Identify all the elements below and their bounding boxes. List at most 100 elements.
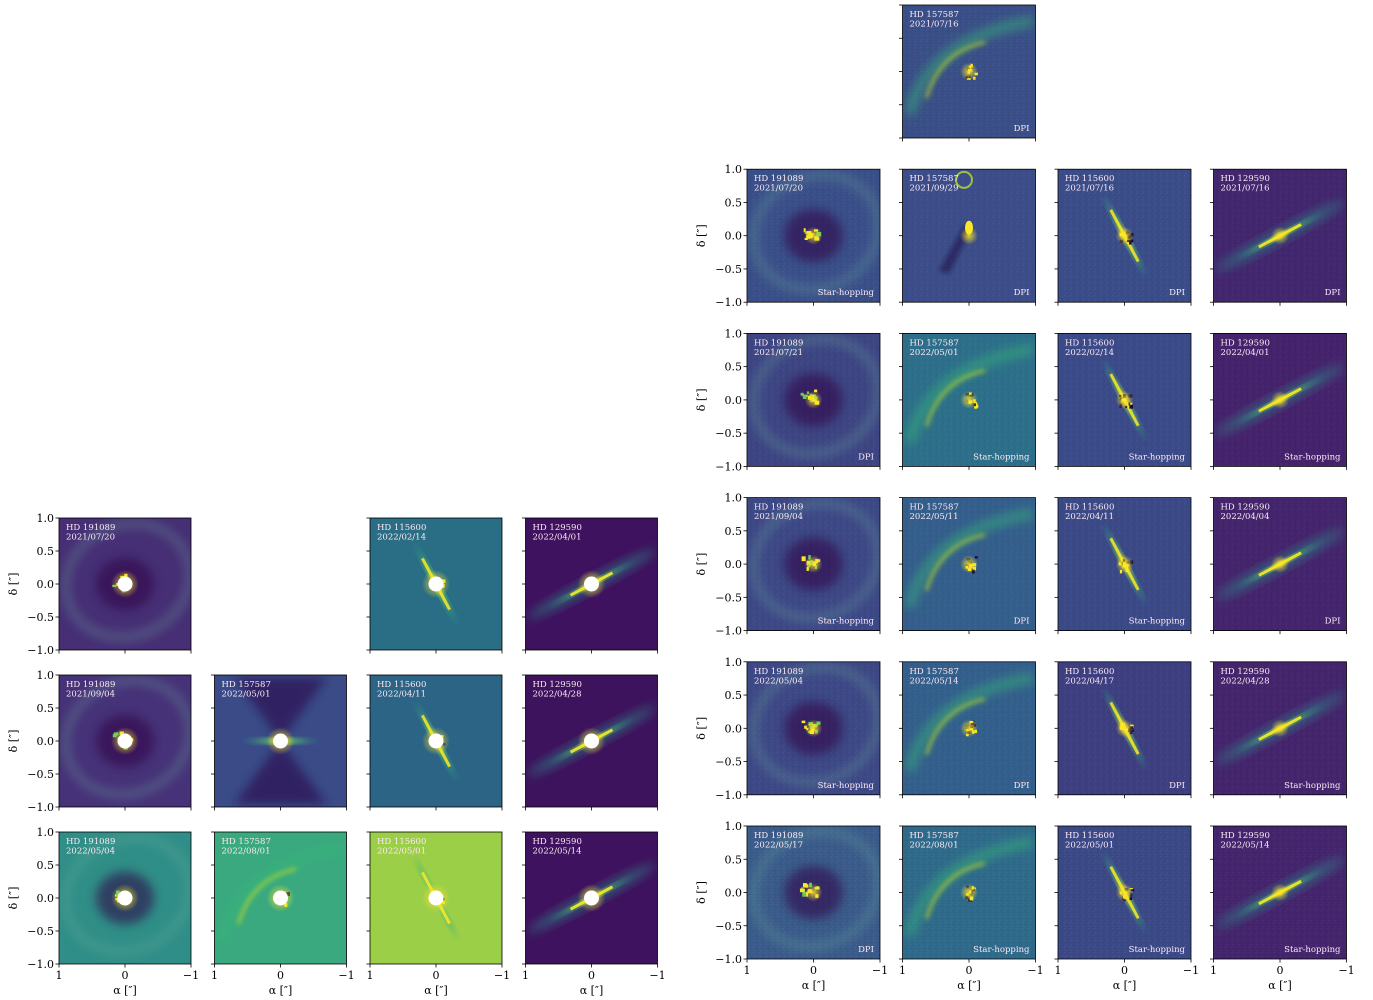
observation-date-label: 2022/08/01 xyxy=(910,841,959,851)
panel-image xyxy=(1213,333,1347,467)
coronagraph-mask xyxy=(584,576,599,592)
star-name-label: HD 191089 xyxy=(66,837,115,847)
observation-date-label: 2022/05/17 xyxy=(754,841,803,851)
star-name-label: HD 129590 xyxy=(1221,338,1270,348)
y-tick-label: 1.0 xyxy=(725,820,743,833)
observation-date-label: 2022/02/14 xyxy=(377,533,426,543)
star-glow xyxy=(804,883,823,902)
star-name-label: HD 157587 xyxy=(910,174,959,184)
panel-image xyxy=(214,675,347,807)
observing-mode-label: Star-hopping xyxy=(1284,452,1341,462)
panel-image xyxy=(902,333,1036,467)
coronagraph-mask xyxy=(584,890,599,906)
x-tick-label: −1 xyxy=(649,969,665,982)
coronagraph-mask xyxy=(273,733,288,749)
y-tick-label: −0.5 xyxy=(715,263,742,276)
x-axis-label: α [″] xyxy=(580,984,604,997)
star-glow xyxy=(1115,390,1134,409)
x-tick-label: −1 xyxy=(872,964,888,977)
x-tick-label: 0 xyxy=(1121,964,1128,977)
observation-date-label: 2022/05/14 xyxy=(1221,841,1270,851)
panel-image xyxy=(747,333,880,467)
x-axis-label: α [″] xyxy=(957,979,981,992)
panel-image xyxy=(1058,826,1191,959)
star-name-label: HD 157587 xyxy=(910,338,959,348)
observation-date-label: 2022/04/01 xyxy=(533,533,582,543)
y-tick-label: 1.0 xyxy=(37,512,55,525)
y-axis-label: δ [″] xyxy=(7,730,20,753)
star-name-label: HD 129590 xyxy=(533,837,582,847)
coronagraph-mask xyxy=(428,890,444,906)
panel-image xyxy=(525,832,658,964)
observation-date-label: 2022/04/04 xyxy=(1221,512,1270,522)
y-tick-label: 0.5 xyxy=(725,525,743,538)
y-tick-label: 0.5 xyxy=(725,196,743,209)
star-name-label: HD 115600 xyxy=(1065,174,1114,184)
panel-image xyxy=(370,832,502,964)
star-name-label: HD 191089 xyxy=(754,667,803,677)
panel-image xyxy=(902,169,1036,303)
x-tick-label: −1 xyxy=(338,969,354,982)
y-tick-label: 0.5 xyxy=(37,859,55,872)
observation-date-label: 2022/05/01 xyxy=(1065,841,1114,851)
panel-image xyxy=(370,675,502,807)
y-axis-label: δ [″] xyxy=(695,388,708,411)
panel-image xyxy=(59,675,191,807)
x-tick-label: 1 xyxy=(522,969,529,982)
star-name-label: HD 157587 xyxy=(222,680,271,690)
star-glow xyxy=(1271,883,1289,902)
star-name-label: HD 129590 xyxy=(1221,831,1270,841)
star-glow xyxy=(1115,719,1134,738)
y-tick-label: 0.0 xyxy=(37,735,55,748)
star-glow xyxy=(960,390,978,409)
star-name-label: HD 191089 xyxy=(66,523,115,533)
x-tick-label: 0 xyxy=(122,969,129,982)
panel-image xyxy=(1058,497,1191,631)
coronagraph-mask xyxy=(273,890,288,906)
panel-image xyxy=(1213,169,1347,303)
x-tick-label: 0 xyxy=(1277,964,1284,977)
star-name-label: HD 115600 xyxy=(377,837,426,847)
x-tick-label: −1 xyxy=(183,969,199,982)
y-axis-label: δ [″] xyxy=(695,553,708,576)
panel-image xyxy=(747,826,880,959)
x-tick-label: 0 xyxy=(810,964,817,977)
y-tick-label: 0.0 xyxy=(725,394,743,407)
x-tick-label: 0 xyxy=(966,964,973,977)
x-tick-label: 1 xyxy=(744,964,751,977)
x-axis-label: α [″] xyxy=(1113,979,1137,992)
coronagraph-mask xyxy=(117,576,133,592)
x-tick-label: −1 xyxy=(1183,964,1199,977)
coronagraph-mask xyxy=(428,733,444,749)
observing-mode-label: Star-hopping xyxy=(1129,945,1186,955)
x-tick-label: 1 xyxy=(211,969,218,982)
coronagraph-mask xyxy=(117,890,133,906)
y-tick-label: 0.5 xyxy=(37,545,55,558)
star-name-label: HD 157587 xyxy=(910,10,959,20)
x-tick-label: 1 xyxy=(56,969,63,982)
observing-mode-label: DPI xyxy=(1325,617,1341,627)
star-glow xyxy=(804,555,823,574)
y-tick-label: 0.5 xyxy=(725,689,743,702)
observing-mode-label: DPI xyxy=(1014,781,1030,791)
panel-image xyxy=(902,5,1036,138)
y-tick-label: −0.5 xyxy=(27,768,54,781)
y-tick-label: −0.5 xyxy=(27,611,54,624)
y-tick-label: 0.5 xyxy=(37,702,55,715)
observation-date-label: 2022/08/01 xyxy=(222,847,271,857)
star-name-label: HD 129590 xyxy=(1221,503,1270,513)
star-name-label: HD 115600 xyxy=(1065,667,1114,677)
y-tick-label: −1.0 xyxy=(715,953,742,966)
